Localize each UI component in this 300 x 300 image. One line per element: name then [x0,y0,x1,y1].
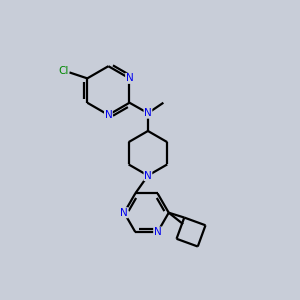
Text: N: N [120,208,128,218]
Text: N: N [126,74,134,83]
Text: Cl: Cl [58,66,69,76]
Text: N: N [144,171,152,181]
Text: N: N [154,227,161,237]
Text: N: N [104,110,112,120]
Text: N: N [144,108,152,118]
